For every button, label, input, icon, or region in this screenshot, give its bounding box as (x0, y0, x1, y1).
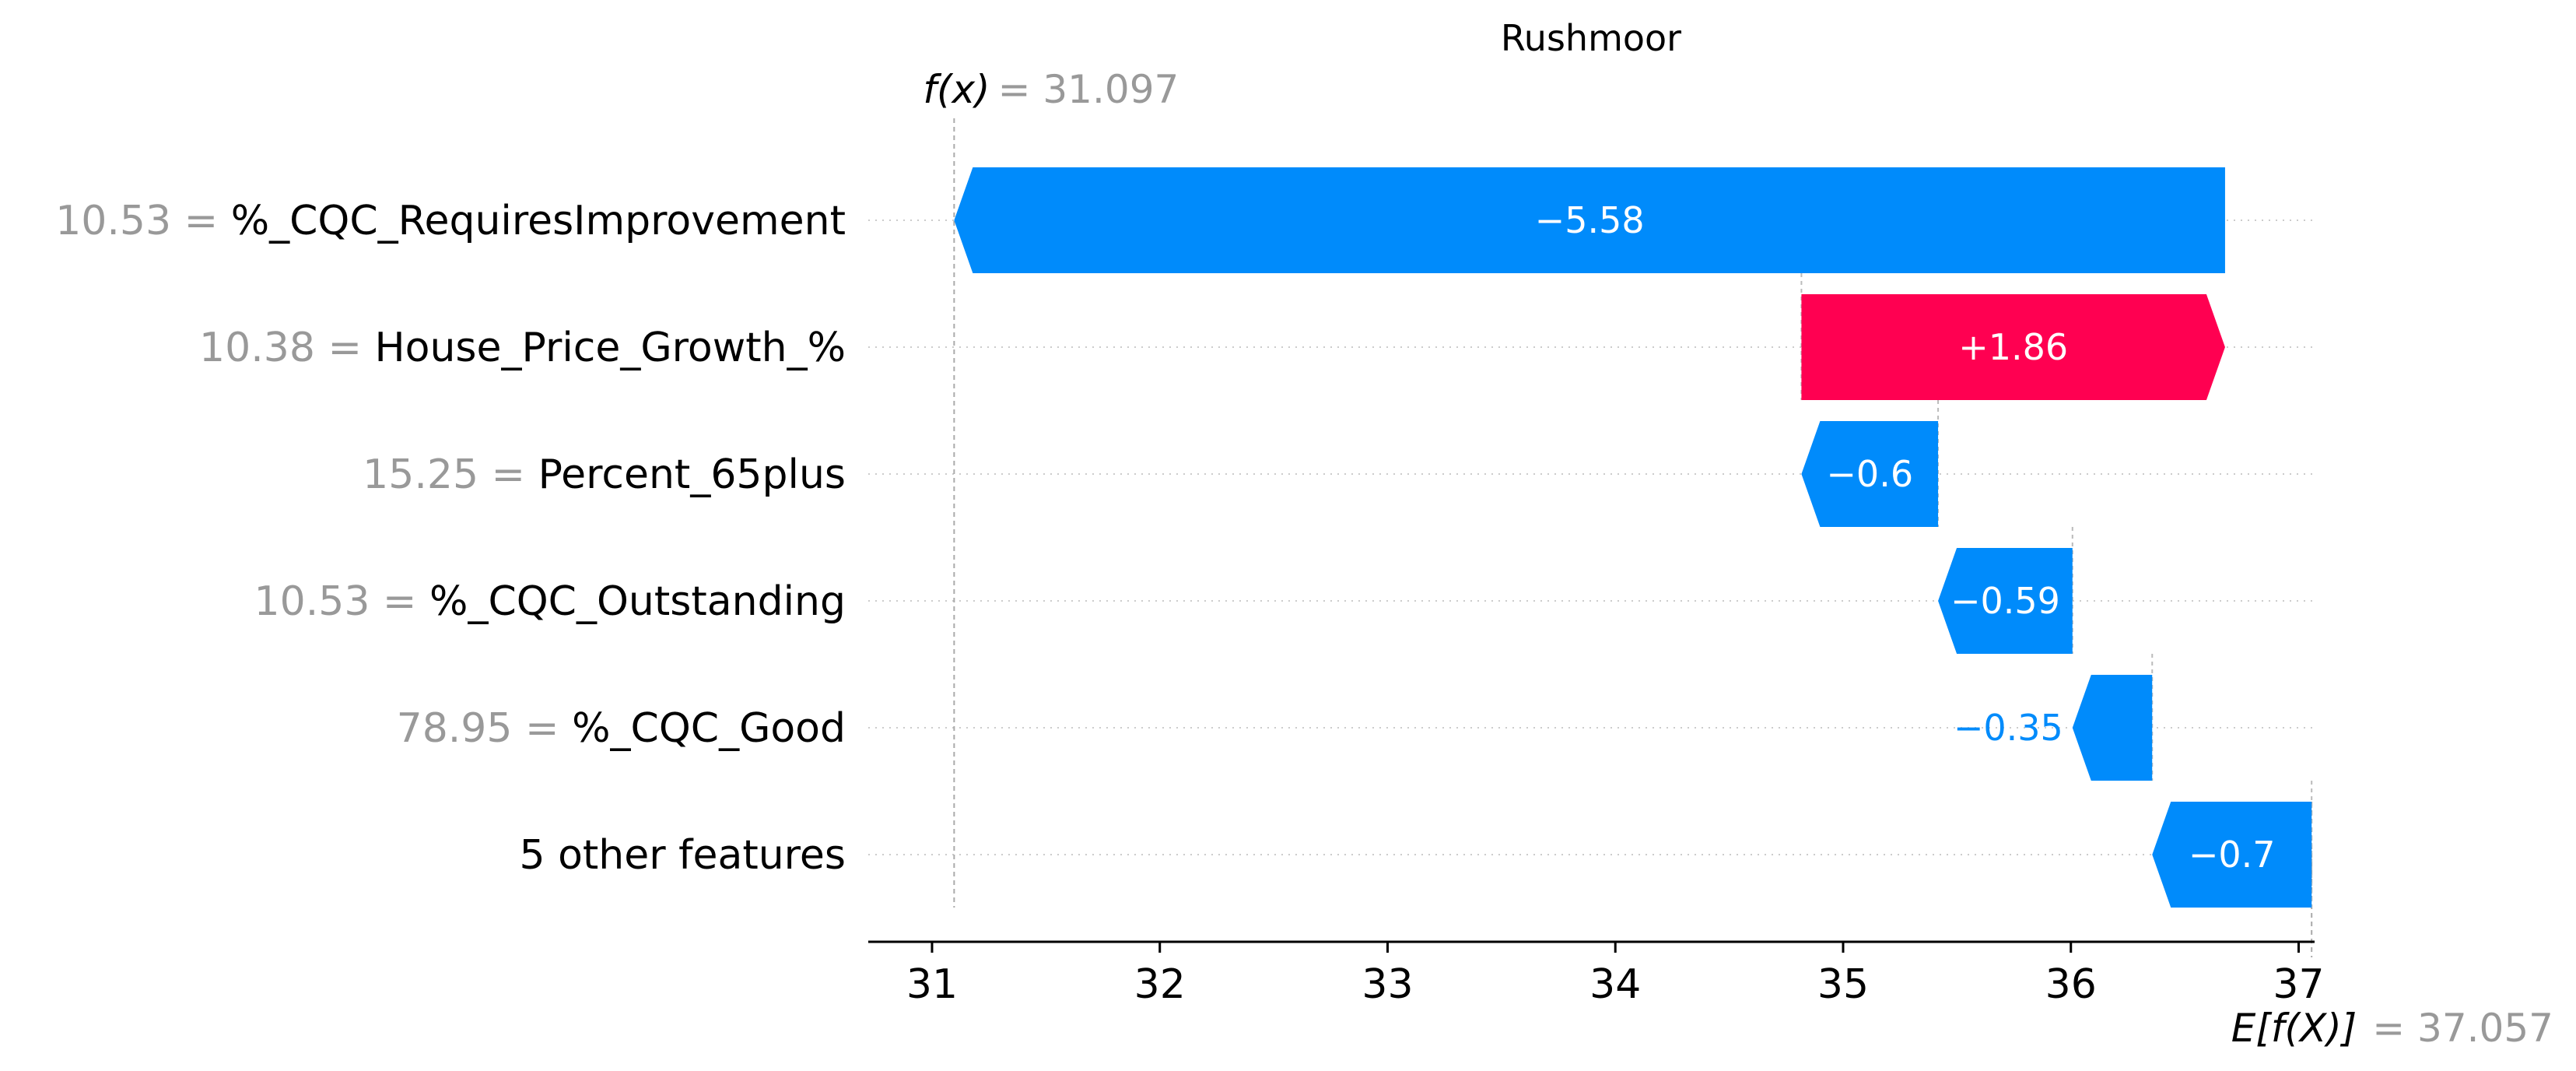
x-tick-label: 35 (1817, 961, 1869, 1008)
feature-name: 5 other features (519, 832, 846, 879)
fx-value: = 31.097 (998, 67, 1179, 112)
bar-value-label: −0.59 (1950, 580, 2060, 622)
x-tick-label: 36 (2045, 961, 2097, 1008)
efx-symbol: E[f(X)] (2231, 1006, 2357, 1051)
feature-value: 78.95 = (397, 705, 573, 752)
feature-label: 10.53 = %_CQC_RequiresImprovement (55, 198, 846, 244)
waterfall-bar (1801, 294, 2225, 400)
feature-name: Percent_65plus (538, 451, 846, 498)
bar-value-label: +1.86 (1958, 326, 2068, 368)
x-tick-label: 37 (2273, 961, 2324, 1008)
feature-label: 10.53 = %_CQC_Outstanding (254, 578, 846, 625)
x-axis: 31 32 33 34 35 36 37 (868, 940, 2325, 1008)
feature-value: 10.53 = (254, 578, 430, 625)
feature-label: 10.38 = House_Price_Growth_% (199, 325, 846, 371)
feature-label: 5 other features (519, 832, 846, 879)
waterfall-bar (2152, 802, 2312, 908)
feature-label: 15.25 = Percent_65plus (363, 451, 846, 498)
waterfall-bar (1801, 421, 1939, 527)
waterfall-bar (1938, 548, 2073, 654)
bar-value-label: −5.58 (1535, 199, 1645, 241)
waterfall-bar (2072, 675, 2153, 781)
fx-symbol: f(x) (923, 67, 990, 112)
feature-value: 15.25 = (363, 451, 538, 498)
efx-value: = 37.057 (2372, 1006, 2553, 1051)
feature-name: %_CQC_RequiresImprovement (231, 198, 846, 244)
fx-label: f(x) = 31.097 (923, 67, 1179, 112)
feature-name: %_CQC_Good (572, 705, 846, 752)
bars-layer (954, 167, 2312, 908)
x-tick-label: 31 (906, 961, 958, 1008)
feature-name: %_CQC_Outstanding (429, 578, 846, 625)
feature-name: House_Price_Growth_% (375, 325, 846, 371)
fx-annotation: f(x) = 31.097 E[f(X)] = 37.057 (923, 67, 2553, 1051)
x-tick-label: 34 (1589, 961, 1641, 1008)
chart-title: Rushmoor (1501, 17, 1681, 59)
bar-value-label: −0.7 (2189, 834, 2276, 876)
x-tick-label: 33 (1362, 961, 1413, 1008)
waterfall-bar (954, 167, 2225, 273)
labels-layer: −5.58 10.53 = %_CQC_RequiresImprovement +1… (55, 198, 2275, 879)
feature-label: 78.95 = %_CQC_Good (397, 705, 846, 752)
feature-value: 10.53 = (55, 198, 231, 244)
efx-label: E[f(X)] = 37.057 (2231, 1006, 2553, 1051)
feature-value: 10.38 = (199, 325, 375, 371)
bar-value-label: −0.6 (1826, 453, 1913, 495)
x-tick-label: 32 (1134, 961, 1186, 1008)
bar-value-label: −0.35 (1954, 707, 2063, 749)
